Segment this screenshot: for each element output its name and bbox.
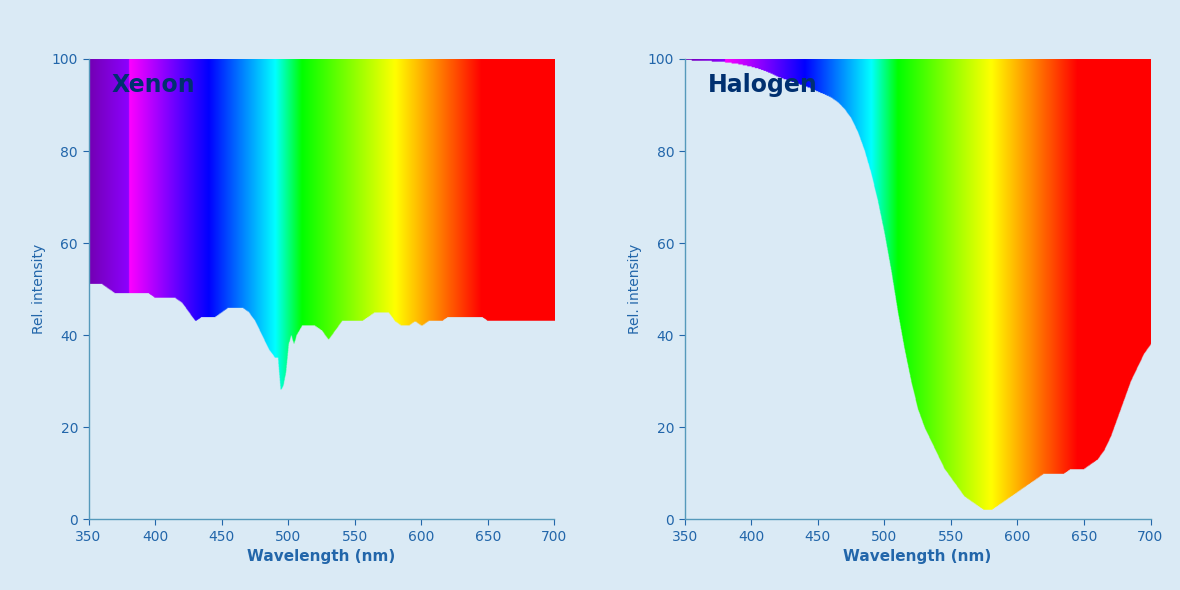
X-axis label: Wavelength (nm): Wavelength (nm) — [844, 549, 991, 564]
X-axis label: Wavelength (nm): Wavelength (nm) — [248, 549, 395, 564]
Y-axis label: Rel. intensity: Rel. intensity — [629, 244, 642, 334]
Y-axis label: Rel. intensity: Rel. intensity — [32, 244, 46, 334]
Text: Halogen: Halogen — [708, 73, 818, 97]
Text: Xenon: Xenon — [112, 73, 196, 97]
